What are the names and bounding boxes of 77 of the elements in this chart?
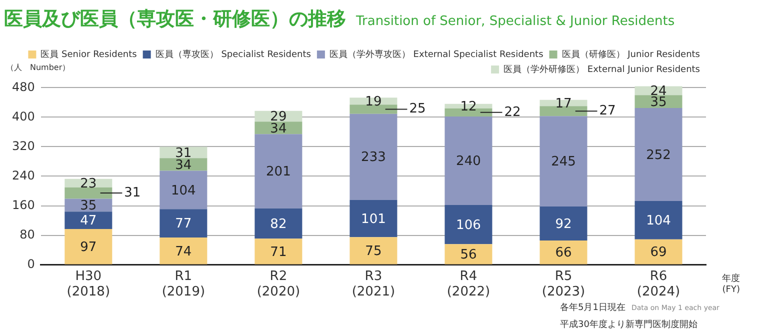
bar [64,212,112,230]
x-tick-label: R4 (2022) [446,268,490,300]
bar [64,187,112,199]
data-label: 106 [456,218,481,233]
chart-title: 医員及び医員（専攻医・研修医）の推移 [4,8,346,30]
bar [350,237,398,264]
bar [160,237,208,264]
bar [444,205,492,244]
data-label: 245 [551,154,576,170]
y-tick-label: 480 [12,80,35,94]
legend-label: 医員（学外専攻医） External Specialist Residents [329,48,544,60]
bar [444,116,492,206]
data-label: 97 [80,240,97,256]
bar [634,108,682,201]
x-tick-label: R6 (2024) [636,268,680,300]
y-tick-label: 320 [12,138,35,153]
bar [540,116,588,206]
data-label: 22 [504,104,521,120]
bar [634,239,682,264]
data-label: 104 [171,183,196,198]
chart-subtitle: Transition of Senior, Specialist & Junior Residents [356,14,675,29]
y-tick-label: 0 [27,256,35,271]
data-label: 69 [650,245,667,260]
data-label: 35 [80,198,97,214]
bar [634,200,682,240]
bar [540,206,588,240]
data-label: 47 [80,214,97,229]
x-axis-title: 年度 (FY) [722,274,740,296]
bar [254,238,302,264]
y-tick-label: 80 [20,227,35,242]
bar [350,114,398,200]
bar [350,200,398,238]
data-label: 75 [365,244,382,260]
x-tick-label: R1 (2019) [162,268,206,300]
data-label: 12 [460,100,477,115]
bar [540,240,588,264]
data-label: 92 [555,216,572,232]
legend-label: 医員（研修医） Junior Residents [562,48,700,60]
bar [160,170,208,210]
text: 平成30年度より新専門医制度開始 [560,320,698,330]
bar [350,104,398,114]
bar [254,208,302,239]
data-label: 27 [599,103,616,118]
data-label: 25 [409,102,426,117]
data-label: 31 [124,185,141,200]
data-label: 77 [175,216,192,232]
data-label: 82 [270,216,287,232]
data-label: 23 [80,176,97,192]
data-label: 71 [270,244,287,260]
legend-label: 医員（専攻医） Specialist Residents [155,48,312,60]
y-tick-label: 400 [12,109,35,124]
legend-label: 医員（学外研修医） External Junior Residents [504,64,700,75]
data-label: 74 [175,244,192,260]
bar [64,229,112,264]
bar [444,244,492,264]
x-tick-label: R2 (2020) [256,268,300,300]
y-axis-title: （人 Number） [6,62,70,73]
x-tick-label: R3 (2021) [352,268,396,300]
bar [254,134,302,208]
x-tick-label: R5 (2023) [542,268,586,300]
data-label: 56 [460,248,477,263]
data-label: 252 [646,148,671,163]
data-label: 101 [361,212,386,227]
data-label: 201 [266,164,291,180]
bar [160,209,208,238]
bar [540,106,588,116]
data-label: 66 [555,246,572,261]
data-label: 104 [646,214,671,229]
y-tick-label: 160 [12,198,35,212]
data-label: 34 [270,121,287,136]
legend-label: 医員 Senior Residents [40,48,138,60]
x-tick-label: H30 (2018) [66,268,110,300]
y-tick-label: 240 [12,168,35,182]
data-label: 233 [361,150,386,166]
data-label: 240 [456,154,481,170]
data-label: 17 [555,96,572,112]
data-label: 19 [365,94,382,110]
